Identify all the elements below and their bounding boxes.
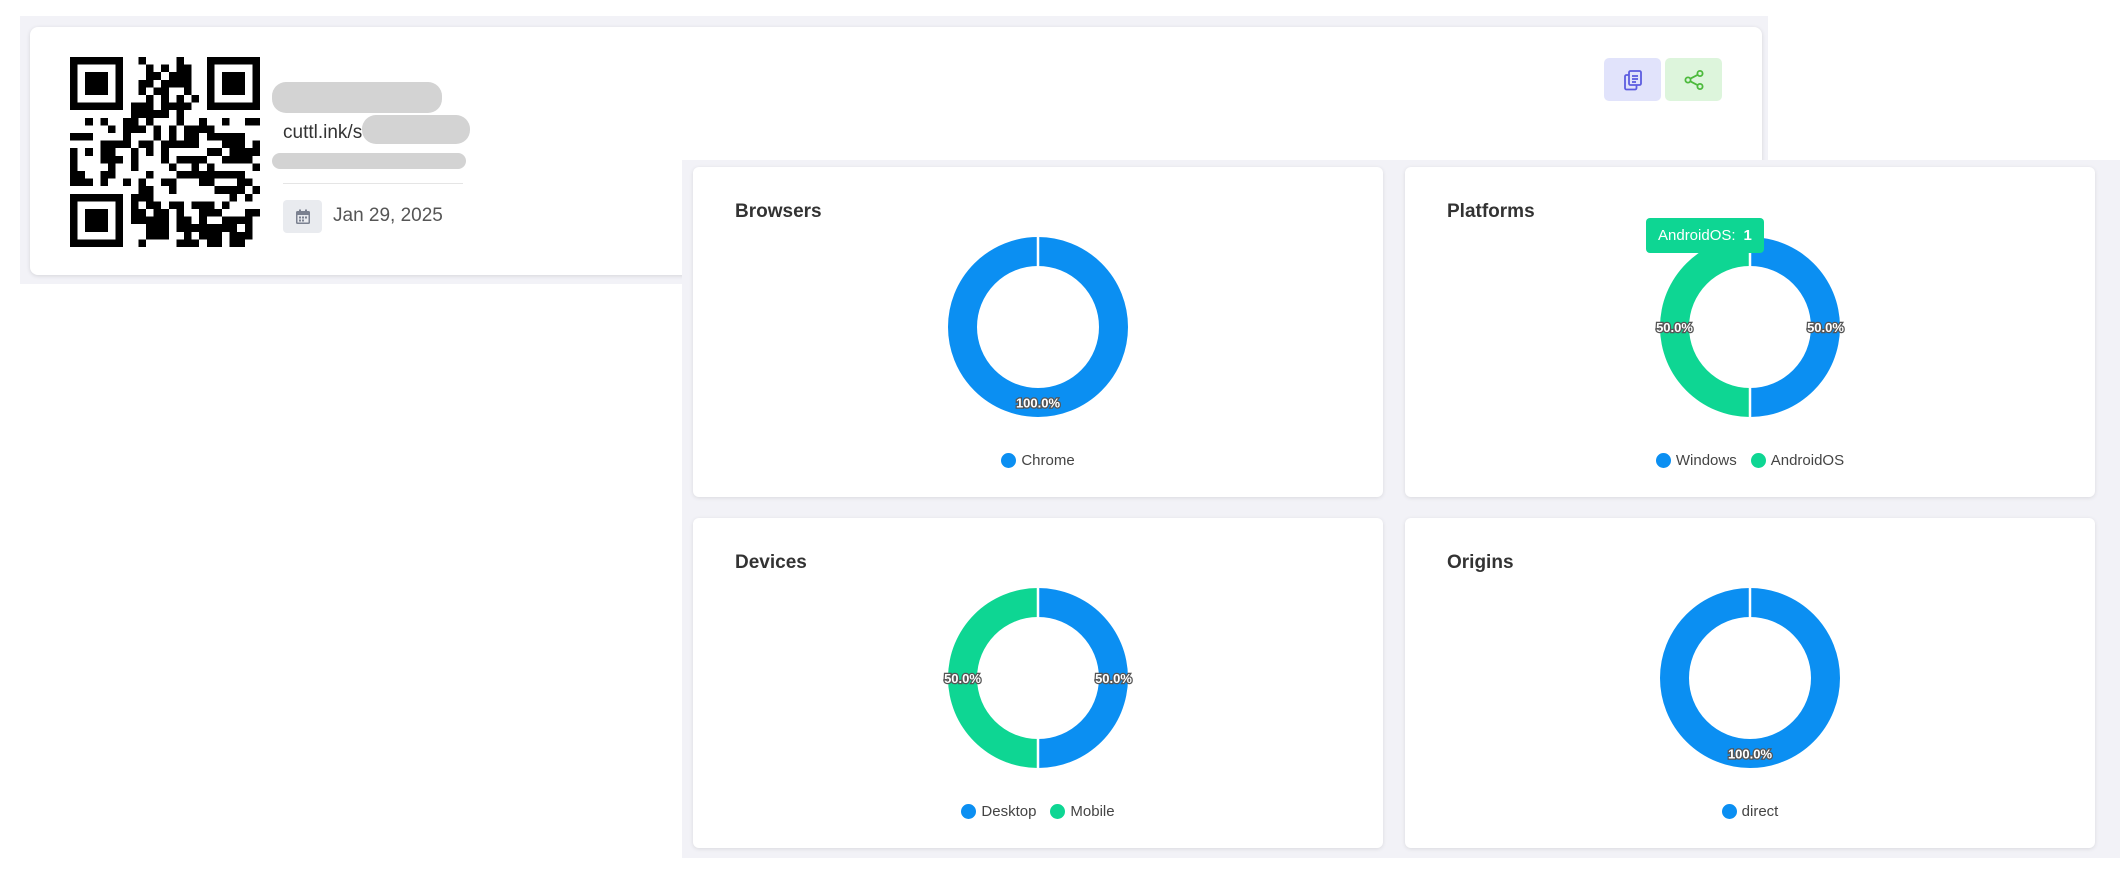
divider xyxy=(283,183,463,184)
redacted-url-part xyxy=(362,115,470,144)
copy-button[interactable] xyxy=(1604,58,1661,101)
legend-label: Mobile xyxy=(1070,803,1115,820)
origins-title: Origins xyxy=(1447,552,1514,573)
legend-swatch xyxy=(1050,804,1066,819)
devices-card: Devices 50.0% 50.0% Desktop Mobile xyxy=(693,518,1383,848)
platforms-card: Platforms 50.0% 50.0% Windows AndroidOS An… xyxy=(1405,167,2095,497)
slice-label: 50.0% xyxy=(1807,320,1844,335)
slice-windows[interactable] xyxy=(1750,237,1840,417)
charts-panel: Browsers 100.0% Chrome Platforms 50.0% 50… xyxy=(682,160,2120,858)
legend-item[interactable]: Windows xyxy=(1655,452,1737,469)
browsers-card: Browsers 100.0% Chrome xyxy=(693,167,1383,497)
chart-tooltip: AndroidOS: 1 xyxy=(1646,218,1764,253)
devices-title: Devices xyxy=(735,552,807,573)
legend-label: Chrome xyxy=(1021,452,1075,469)
origins-legend: direct xyxy=(1405,803,2095,820)
legend-swatch xyxy=(1721,804,1737,819)
devices-legend: Desktop Mobile xyxy=(693,803,1383,820)
browsers-legend: Chrome xyxy=(693,452,1383,469)
short-url[interactable]: cuttl.ink/s xyxy=(283,122,363,143)
browsers-title: Browsers xyxy=(735,201,822,222)
platforms-donut[interactable]: 50.0% 50.0% xyxy=(1655,232,1845,422)
copy-icon xyxy=(1623,69,1642,90)
legend-label: Windows xyxy=(1675,452,1737,469)
slice-chrome[interactable] xyxy=(948,237,1128,417)
slice-label: 50.0% xyxy=(944,671,981,686)
legend-swatch xyxy=(961,804,977,819)
legend-label: Desktop xyxy=(981,803,1037,820)
slice-direct[interactable] xyxy=(1660,588,1840,768)
legend-label: direct xyxy=(1741,803,1779,820)
slice-mobile[interactable] xyxy=(948,588,1038,768)
qr-code xyxy=(70,57,260,247)
platforms-legend: Windows AndroidOS xyxy=(1405,452,2095,469)
slice-label: 50.0% xyxy=(1656,320,1693,335)
legend-swatch xyxy=(1750,453,1766,468)
legend-item[interactable]: Chrome xyxy=(1001,452,1075,469)
tooltip-label: AndroidOS: xyxy=(1658,227,1736,244)
tooltip-value: 1 xyxy=(1743,227,1752,244)
legend-swatch xyxy=(1655,453,1671,468)
legend-item[interactable]: direct xyxy=(1721,803,1779,820)
origins-card: Origins 100.0% direct xyxy=(1405,518,2095,848)
legend-item[interactable]: AndroidOS xyxy=(1750,452,1845,469)
platforms-title: Platforms xyxy=(1447,201,1535,222)
redacted-destination xyxy=(272,153,466,169)
slice-androidos[interactable] xyxy=(1660,237,1750,417)
slice-label: 100.0% xyxy=(1728,747,1773,762)
legend-label: AndroidOS xyxy=(1770,452,1845,469)
origins-donut[interactable]: 100.0% xyxy=(1655,583,1845,773)
created-date: Jan 29, 2025 xyxy=(333,205,443,226)
redacted-title xyxy=(272,82,442,113)
legend-swatch xyxy=(1001,453,1017,468)
devices-donut[interactable]: 50.0% 50.0% xyxy=(943,583,1133,773)
slice-desktop[interactable] xyxy=(1038,588,1128,768)
legend-item[interactable]: Desktop xyxy=(961,803,1036,820)
legend-item[interactable]: Mobile xyxy=(1050,803,1115,820)
browsers-donut[interactable]: 100.0% xyxy=(943,232,1133,422)
share-icon xyxy=(1684,69,1703,90)
calendar-icon xyxy=(283,200,322,233)
share-button[interactable] xyxy=(1665,58,1722,101)
slice-label: 50.0% xyxy=(1095,671,1132,686)
slice-label: 100.0% xyxy=(1016,396,1061,411)
